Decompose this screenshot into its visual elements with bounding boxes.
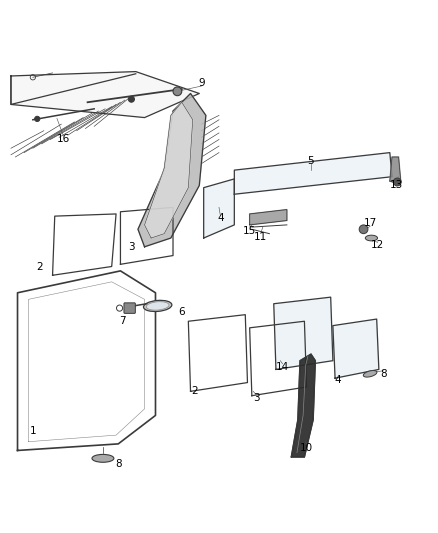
Polygon shape bbox=[234, 152, 392, 194]
Text: 15: 15 bbox=[243, 227, 256, 237]
Text: 8: 8 bbox=[380, 369, 387, 379]
Ellipse shape bbox=[363, 370, 377, 377]
Ellipse shape bbox=[365, 235, 378, 241]
Text: 7: 7 bbox=[119, 316, 126, 326]
Text: 6: 6 bbox=[178, 308, 185, 318]
Text: 5: 5 bbox=[307, 156, 314, 166]
Circle shape bbox=[128, 96, 134, 102]
Text: 17: 17 bbox=[364, 217, 377, 228]
Text: 11: 11 bbox=[254, 232, 267, 242]
Polygon shape bbox=[138, 93, 206, 247]
Text: 8: 8 bbox=[115, 459, 122, 470]
Ellipse shape bbox=[92, 455, 114, 462]
Text: 12: 12 bbox=[371, 240, 384, 251]
Text: 3: 3 bbox=[128, 242, 135, 252]
Text: 2: 2 bbox=[191, 386, 198, 397]
Circle shape bbox=[359, 225, 368, 233]
Circle shape bbox=[35, 116, 40, 122]
Text: 2: 2 bbox=[36, 262, 43, 271]
Text: 3: 3 bbox=[253, 393, 260, 403]
Polygon shape bbox=[250, 209, 287, 225]
Polygon shape bbox=[11, 71, 199, 118]
FancyBboxPatch shape bbox=[124, 303, 135, 313]
Polygon shape bbox=[145, 102, 193, 238]
Text: 16: 16 bbox=[57, 134, 70, 144]
Text: 9: 9 bbox=[198, 78, 205, 88]
Ellipse shape bbox=[144, 300, 172, 311]
Circle shape bbox=[393, 178, 401, 186]
Text: 4: 4 bbox=[334, 375, 341, 385]
Polygon shape bbox=[333, 319, 379, 378]
Polygon shape bbox=[204, 179, 234, 238]
Text: 4: 4 bbox=[217, 213, 224, 223]
Circle shape bbox=[173, 87, 182, 96]
Text: 13: 13 bbox=[390, 181, 403, 190]
Text: 14: 14 bbox=[276, 362, 289, 372]
Polygon shape bbox=[390, 157, 401, 183]
Polygon shape bbox=[291, 354, 315, 457]
Text: 1: 1 bbox=[29, 426, 36, 436]
Ellipse shape bbox=[146, 302, 169, 310]
Polygon shape bbox=[274, 297, 333, 369]
Text: 10: 10 bbox=[300, 443, 313, 453]
